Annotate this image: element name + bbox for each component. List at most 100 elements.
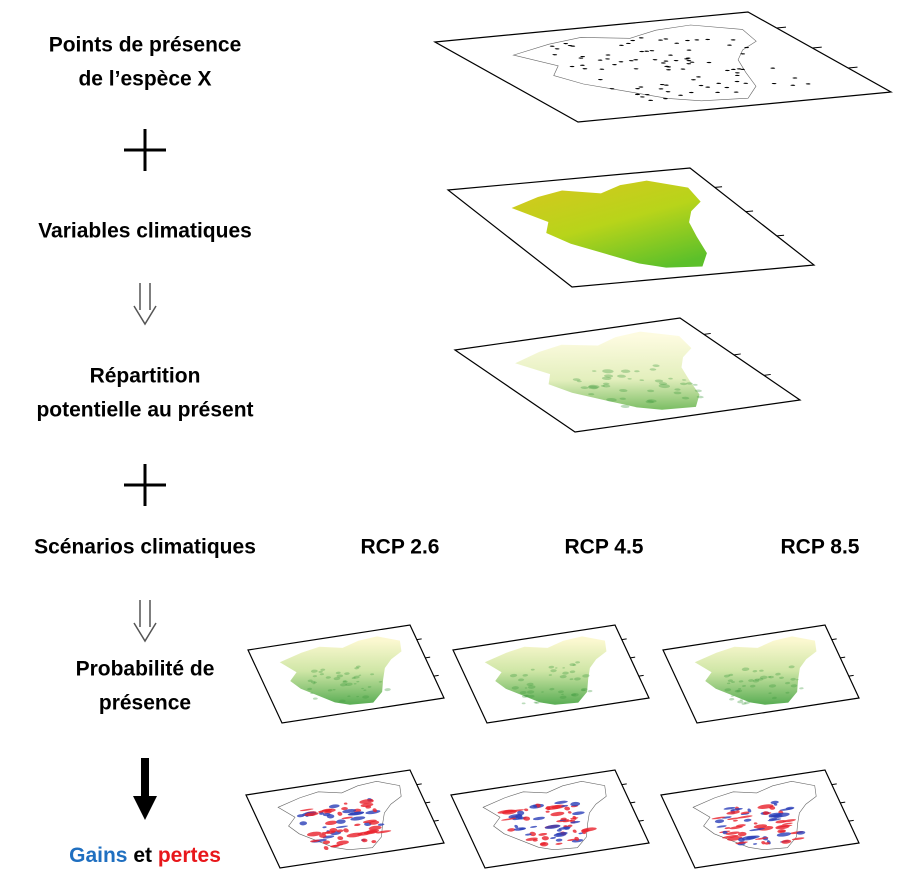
- texture-dot: [571, 693, 579, 697]
- presence-dot: [724, 86, 730, 89]
- presence-dot: [578, 57, 584, 59]
- texture-dot: [606, 398, 617, 402]
- change-blob: [725, 831, 740, 835]
- presence-dot: [694, 39, 700, 41]
- axis-tick: [417, 639, 422, 640]
- change-blob: [550, 837, 556, 839]
- texture-dot: [748, 679, 754, 682]
- presence-dot: [680, 68, 686, 70]
- texture-dot: [730, 695, 734, 697]
- presence-dot: [658, 88, 664, 90]
- change-blob: [574, 836, 580, 841]
- texture-dot: [558, 690, 564, 694]
- change-blob: [343, 828, 349, 833]
- change-blob: [342, 809, 357, 814]
- texture-dot: [649, 368, 657, 371]
- texture-dot: [726, 682, 731, 685]
- texture-dot: [320, 668, 326, 671]
- presence-dot: [664, 65, 670, 67]
- change-blob: [560, 804, 569, 807]
- change-blob: [776, 832, 792, 837]
- axis-tick: [434, 820, 439, 821]
- texture-dot: [581, 687, 588, 691]
- texture-dot: [363, 689, 367, 691]
- change-blob: [337, 811, 343, 816]
- change-blob: [341, 807, 348, 811]
- texture-dot: [736, 689, 743, 693]
- texture-dot: [581, 689, 586, 692]
- change-blob: [567, 838, 577, 841]
- presence-dot: [805, 83, 811, 85]
- texture-dot: [342, 680, 348, 684]
- change-blob: [323, 846, 329, 851]
- texture-dot: [682, 379, 687, 381]
- texture-dot: [333, 677, 341, 681]
- texture-dot: [367, 686, 372, 688]
- change-blob: [716, 825, 727, 828]
- change-blob: [501, 817, 517, 821]
- change-blob: [375, 830, 392, 834]
- presence-dot: [706, 61, 712, 64]
- map-clim: [448, 167, 821, 287]
- texture-dot: [318, 670, 323, 673]
- presence-dot: [552, 54, 558, 56]
- texture-dot: [768, 684, 777, 688]
- axis-tick: [630, 657, 635, 658]
- change-blob: [723, 806, 736, 810]
- map-prob: [663, 624, 864, 723]
- texture-dot: [356, 695, 360, 698]
- texture-dot: [340, 683, 348, 687]
- change-blob: [341, 816, 354, 820]
- presence-dot: [705, 86, 711, 88]
- change-blob: [775, 824, 790, 830]
- step-label: Scénarios climatiques: [34, 536, 256, 559]
- presence-dot: [688, 91, 694, 94]
- change-blob: [752, 843, 758, 845]
- texture-dot: [518, 678, 525, 682]
- presence-dot: [639, 50, 645, 53]
- texture-dot: [521, 702, 526, 705]
- texture-dot: [310, 669, 318, 673]
- texture-dot: [738, 688, 742, 690]
- change-blob: [310, 839, 320, 843]
- axis-tick: [715, 187, 722, 188]
- change-blob: [736, 815, 753, 819]
- texture-dot: [600, 385, 606, 387]
- change-blob: [564, 806, 571, 811]
- presence-dot: [770, 67, 776, 69]
- change-blob: [753, 824, 768, 829]
- texture-dot: [345, 682, 353, 687]
- texture-dot: [361, 687, 364, 690]
- change-blob: [749, 828, 765, 832]
- change-blob: [377, 823, 385, 826]
- change-blob: [781, 839, 792, 844]
- texture-dot: [795, 679, 799, 681]
- change-blob: [554, 800, 568, 805]
- texture-dot: [356, 665, 361, 668]
- texture-dot: [310, 692, 314, 694]
- texture-dot: [344, 672, 350, 675]
- texture-dot: [587, 689, 593, 693]
- presence-dot: [685, 57, 691, 59]
- axis-tick: [777, 27, 786, 28]
- change-blob: [507, 828, 516, 832]
- axis-tick: [704, 333, 711, 334]
- map-prob: [453, 624, 654, 723]
- presence-dot: [597, 59, 603, 61]
- presence-dot: [618, 44, 624, 46]
- change-blob: [350, 816, 366, 821]
- texture-dot: [658, 384, 671, 389]
- change-blob: [501, 809, 517, 815]
- change-blob: [743, 818, 752, 822]
- map-pres: [455, 317, 807, 432]
- texture-dot: [335, 671, 341, 675]
- texture-dot: [570, 693, 577, 696]
- texture-dot: [679, 382, 688, 386]
- change-blob: [322, 812, 331, 817]
- change-blob: [726, 810, 740, 815]
- losses-label: pertes: [158, 844, 221, 867]
- change-blob: [714, 819, 725, 824]
- presence-dot: [744, 46, 750, 49]
- presence-dot: [658, 39, 663, 41]
- presence-dot: [635, 88, 641, 90]
